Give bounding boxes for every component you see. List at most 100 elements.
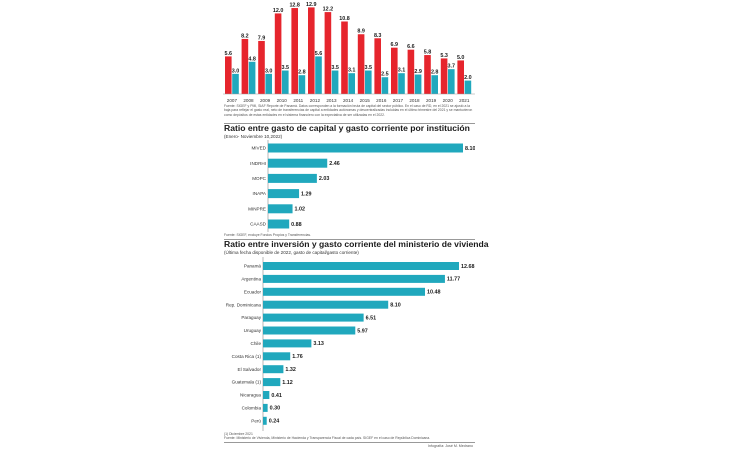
institution-chart-source: Fuente: SIGEF, excluye Fondos Propios y … xyxy=(224,233,312,237)
housing-chart-source: Fuente: Ministerio de Vivienda, Minister… xyxy=(224,436,431,440)
value-label: 10.48 xyxy=(427,290,441,296)
bar xyxy=(268,173,317,183)
category-label: Guatemala (1) xyxy=(232,380,262,385)
category-label: INDRHI xyxy=(250,161,266,166)
value-label: 2.0 xyxy=(464,75,472,81)
value-label: 2.5 xyxy=(381,72,389,78)
value-label: 0.41 xyxy=(271,393,282,399)
bar-red xyxy=(308,7,315,95)
value-label: 6.6 xyxy=(407,44,415,50)
institution-chart-subtitle: (Enero- Noviembre 10,2022) xyxy=(224,134,283,139)
category-label: Argentina xyxy=(241,277,261,282)
bar xyxy=(268,219,290,229)
value-label: 1.76 xyxy=(292,354,303,360)
value-label: 0.88 xyxy=(291,222,302,228)
value-label: 12.68 xyxy=(461,264,475,270)
infographic-credit: Infografía: José M. Medrano xyxy=(428,444,473,448)
bar-red xyxy=(291,8,298,94)
category-label: Uruguay xyxy=(244,328,262,333)
bar-red xyxy=(274,13,282,94)
value-label: 3.0 xyxy=(265,68,273,74)
value-label: 6.51 xyxy=(366,315,377,321)
value-label: 3.5 xyxy=(282,65,290,71)
bar-red xyxy=(225,56,232,94)
bar-red xyxy=(241,38,249,94)
bar-red xyxy=(324,12,332,94)
category-label: Nicaragua xyxy=(240,393,261,398)
value-label: 6.9 xyxy=(391,42,399,48)
bar-red xyxy=(424,55,431,94)
bar-red xyxy=(374,38,381,94)
category-label: Rep. Dominicana xyxy=(226,302,262,307)
value-label: 8.2 xyxy=(241,33,249,39)
year-tick-label: 2019 xyxy=(426,98,437,103)
bar-teal xyxy=(448,69,455,94)
category-label: Panamá xyxy=(244,264,262,269)
bar-teal xyxy=(381,77,389,94)
bar-red xyxy=(440,58,448,94)
value-label: 3.7 xyxy=(448,64,456,70)
value-label: 2.46 xyxy=(329,161,340,167)
value-label: 11.77 xyxy=(447,277,460,283)
bar-red xyxy=(407,49,415,94)
bar xyxy=(263,313,364,322)
value-label: 5.6 xyxy=(225,51,233,57)
bar xyxy=(268,143,463,153)
value-label: 12.9 xyxy=(306,2,317,8)
year-tick-label: 2010 xyxy=(277,98,288,103)
bar xyxy=(263,262,459,270)
institution-chart-title: Ratio entre gasto de capital y gasto cor… xyxy=(224,123,470,133)
category-label: Paraguay xyxy=(241,315,261,320)
value-label: 5.6 xyxy=(315,51,323,57)
bar xyxy=(268,204,293,214)
category-label: El Salvador xyxy=(238,367,262,372)
value-label: 2.8 xyxy=(298,70,306,76)
bar xyxy=(263,378,281,387)
value-label: 1.02 xyxy=(295,207,306,213)
category-label: INAPA xyxy=(253,191,267,196)
year-tick-label: 2011 xyxy=(293,98,303,103)
category-label: MINPRE xyxy=(248,206,266,211)
category-label: Colombia xyxy=(242,406,262,411)
value-label: 0.24 xyxy=(269,419,280,425)
year-tick-label: 2016 xyxy=(376,98,387,103)
year-tick-label: 2020 xyxy=(443,98,454,103)
value-label: 12.0 xyxy=(273,8,284,14)
bar-teal xyxy=(232,73,239,94)
annual-bar-chart: 5.6 3.0 2007 8.2 4.8 2008 7.9 3.0 2009 12.0 3.5 201… xyxy=(223,2,475,103)
chart1-source-note: Fuente: SIGEF y PMI, SIAF Reporte de Pan… xyxy=(224,104,473,117)
value-label: 3.0 xyxy=(232,68,240,74)
bar xyxy=(263,274,445,283)
housing-ministry-bar-chart: Panamá 12.68 Argentina 11.77 Ecuador 10.48 Rep… xyxy=(226,257,475,431)
value-label: 3.5 xyxy=(365,65,373,71)
year-tick-label: 2009 xyxy=(260,98,271,103)
value-label: 1.32 xyxy=(285,367,296,373)
section-divider xyxy=(224,123,475,124)
value-label: 0.30 xyxy=(270,406,281,412)
bar xyxy=(263,391,270,399)
value-label: 8.9 xyxy=(357,29,365,35)
bar-teal xyxy=(431,75,438,94)
value-label: 1.29 xyxy=(301,191,312,197)
value-label: 10.8 xyxy=(339,16,350,22)
category-label: Ecuador xyxy=(244,289,262,294)
value-label: 1.12 xyxy=(282,380,293,386)
bar xyxy=(263,300,389,309)
category-label: CAASD xyxy=(250,222,267,227)
value-label: 12.2 xyxy=(323,7,334,13)
category-label: MOPC xyxy=(252,176,266,181)
housing-chart-subtitle: (Última fecha disponible de 2022, gasto … xyxy=(224,250,359,255)
value-label: 2.9 xyxy=(414,69,422,75)
bar xyxy=(263,352,291,361)
bar xyxy=(263,416,267,425)
bar-teal xyxy=(348,73,355,94)
value-label: 7.9 xyxy=(258,35,266,41)
bar-teal xyxy=(464,80,472,94)
year-tick-label: 2012 xyxy=(310,98,321,103)
bar-red xyxy=(391,47,398,94)
value-label: 3.5 xyxy=(331,65,339,71)
year-tick-label: 2017 xyxy=(393,98,404,103)
value-label: 3.1 xyxy=(398,68,406,74)
category-label: MIVED xyxy=(251,146,266,151)
bar-teal xyxy=(282,70,289,94)
